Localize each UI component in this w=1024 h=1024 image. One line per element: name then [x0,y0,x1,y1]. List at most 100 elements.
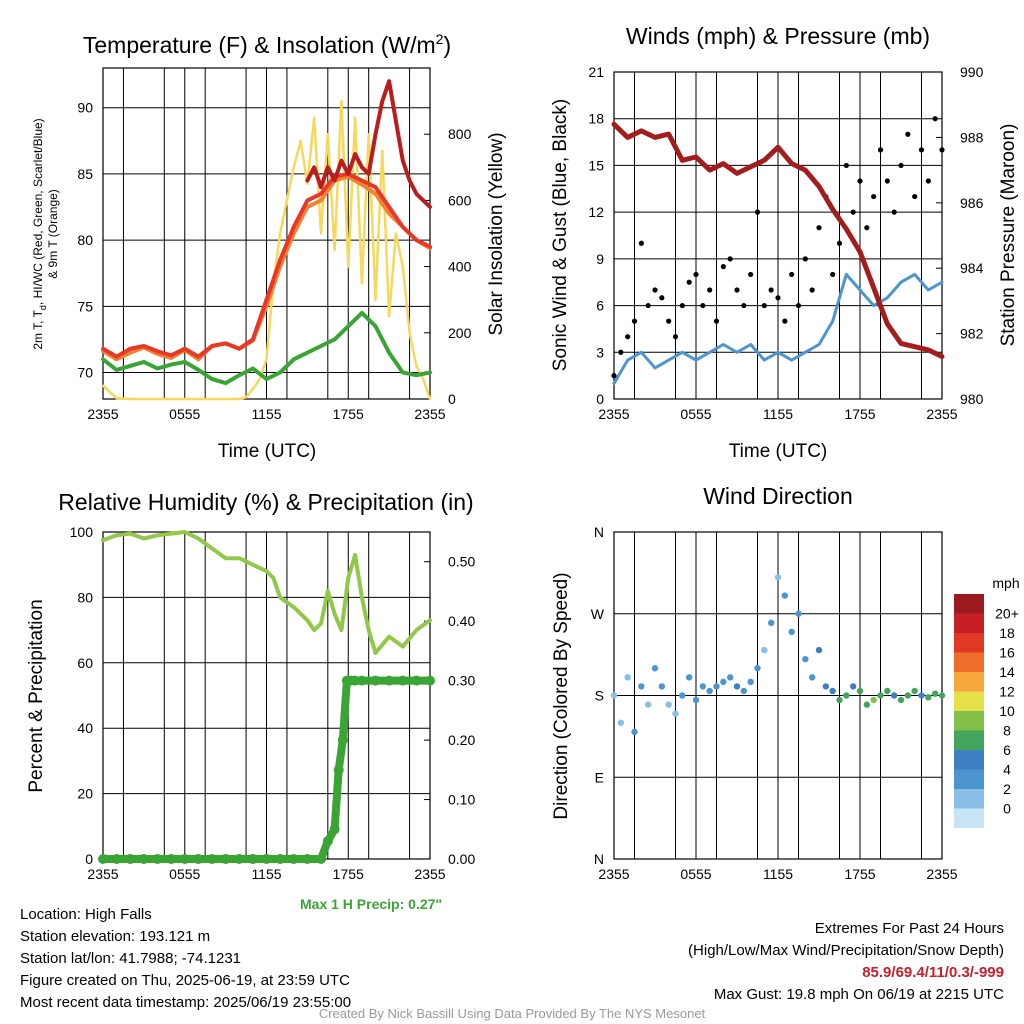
wind-chart-ytick-label: 21 [588,64,604,80]
wind-chart-ytick-label: 3 [596,344,604,360]
rh-chart-y2tick-label: 0.40 [448,613,475,629]
precip-point [275,854,286,864]
speed-legend-swatch [954,750,984,770]
temp-chart-y2tick-label: 400 [448,259,472,275]
gust-point [720,264,726,270]
rh-chart-xtick-label: 2355 [414,866,445,882]
direction-point [877,692,884,699]
speed-legend-label: 16 [999,645,1015,661]
temp-chart-ytick-label: 70 [77,365,93,381]
dir-chart-ylabel: Direction (Colored By Speed) [551,572,572,819]
precip-point [333,764,344,775]
precip-point [384,675,395,686]
speed-legend-swatch [954,691,984,711]
station-elevation: Station elevation: 193.121 m [20,928,211,945]
gust-point [625,334,631,340]
temp-chart-ylabel-2: & 9m T (Orange) [46,189,60,279]
precip-point [288,854,299,864]
speed-legend-swatch [954,672,984,692]
wind-chart-xlabel: Time (UTC) [729,441,828,462]
direction-point [672,710,679,717]
speed-legend-swatch [954,711,984,731]
dewpoint-line [101,310,432,386]
gust-point [700,302,706,309]
gust-point [754,209,761,215]
direction-point [644,701,652,708]
precip-point [411,675,422,686]
precip-point [356,675,367,686]
gust-point [734,287,740,293]
temp-chart-ytick-label: 80 [77,232,93,248]
ylabel-subscript: d [38,305,48,310]
gust-point [795,302,802,309]
wind-chart-xtick-label: 0555 [680,406,711,422]
precip-point [425,675,435,686]
direction-point [925,694,932,701]
direction-point [918,692,925,699]
speed-legend-label: 0 [1003,801,1011,817]
dir-chart-ytick-label: W [591,606,605,622]
rh-chart-y2tick-label: 0.50 [448,554,475,570]
speed-legend-label: 18 [999,625,1015,641]
gust-point [645,302,651,309]
precip-point [322,836,333,847]
precip-point [166,854,177,864]
dir-chart-ytick-label: S [595,688,604,704]
rh-chart-y2tick-label: 0.00 [448,851,475,867]
speed-legend-label: 20+ [995,606,1019,622]
rh-chart-ytick-label: 20 [77,786,93,802]
direction-point [733,683,741,690]
wind-chart-y2tick-label: 982 [960,326,984,342]
wind-chart-y2label: Station Pressure (Maroon) [998,124,1019,347]
rh-chart-ytick-label: 0 [85,851,93,867]
rh-chart-ytick-label: 80 [77,589,93,605]
wind-chart-ytick-label: 15 [588,157,604,173]
precip-point [207,854,217,864]
temp-chart-y2label: Solar Insolation (Yellow) [486,132,507,335]
direction-point [679,692,686,699]
wind-chart-ytick-label: 9 [596,251,604,267]
gust-point [679,302,685,309]
rh-chart-xtick-label: 0555 [169,866,200,882]
temp-chart-xlabel: Time (UTC) [218,441,317,462]
speed-legend-label: 6 [1003,742,1011,758]
temp-title-sup: 2 [436,31,444,47]
pressure-line [611,121,945,359]
direction-point [870,696,877,704]
wind-chart-ytick-label: 0 [596,391,604,407]
temp-chart-ytick-label: 85 [77,166,93,182]
direction-point [761,646,768,654]
temp-chart-y2tick-label: 0 [448,391,456,407]
temp-chart-title: Temperature (F) & Insolation (W/m2) [83,31,451,58]
temp-chart-xtick-label: 2355 [414,406,445,422]
rh-chart-xtick-label: 2355 [87,866,118,882]
dir-chart-xtick-label: 0555 [680,866,711,882]
dir-chart-xtick-label: 1755 [844,866,875,882]
gust-point [782,318,788,324]
gust-point [672,334,679,340]
speed-legend-swatch [954,613,984,633]
precip-point [152,854,163,864]
wind-chart-title: Winds (mph) & Pressure (mb) [626,23,930,49]
direction-point [884,687,891,695]
direction-point [747,678,754,686]
gust-point [768,287,774,293]
speed-legend-label: 14 [999,664,1015,680]
gust-point [693,271,699,278]
precip-point [220,854,231,864]
direction-point [699,683,707,690]
direction-point [767,619,775,627]
wind-chart-y2tick-label: 980 [960,391,984,407]
direction-point [610,692,618,699]
dir-chart-title: Wind Direction [703,483,853,509]
direction-point [631,728,638,736]
station-info: Location: High Falls Station elevation: … [20,904,351,1014]
direction-point [781,592,789,599]
dir-chart-xtick-label: 2355 [926,866,957,882]
direction-point [624,674,631,681]
wind-chart-y2tick-label: 988 [960,129,984,145]
precip-point [98,854,108,864]
gust-point [727,256,733,262]
speed-legend-label: 8 [1003,723,1011,739]
gust-point [843,162,849,169]
